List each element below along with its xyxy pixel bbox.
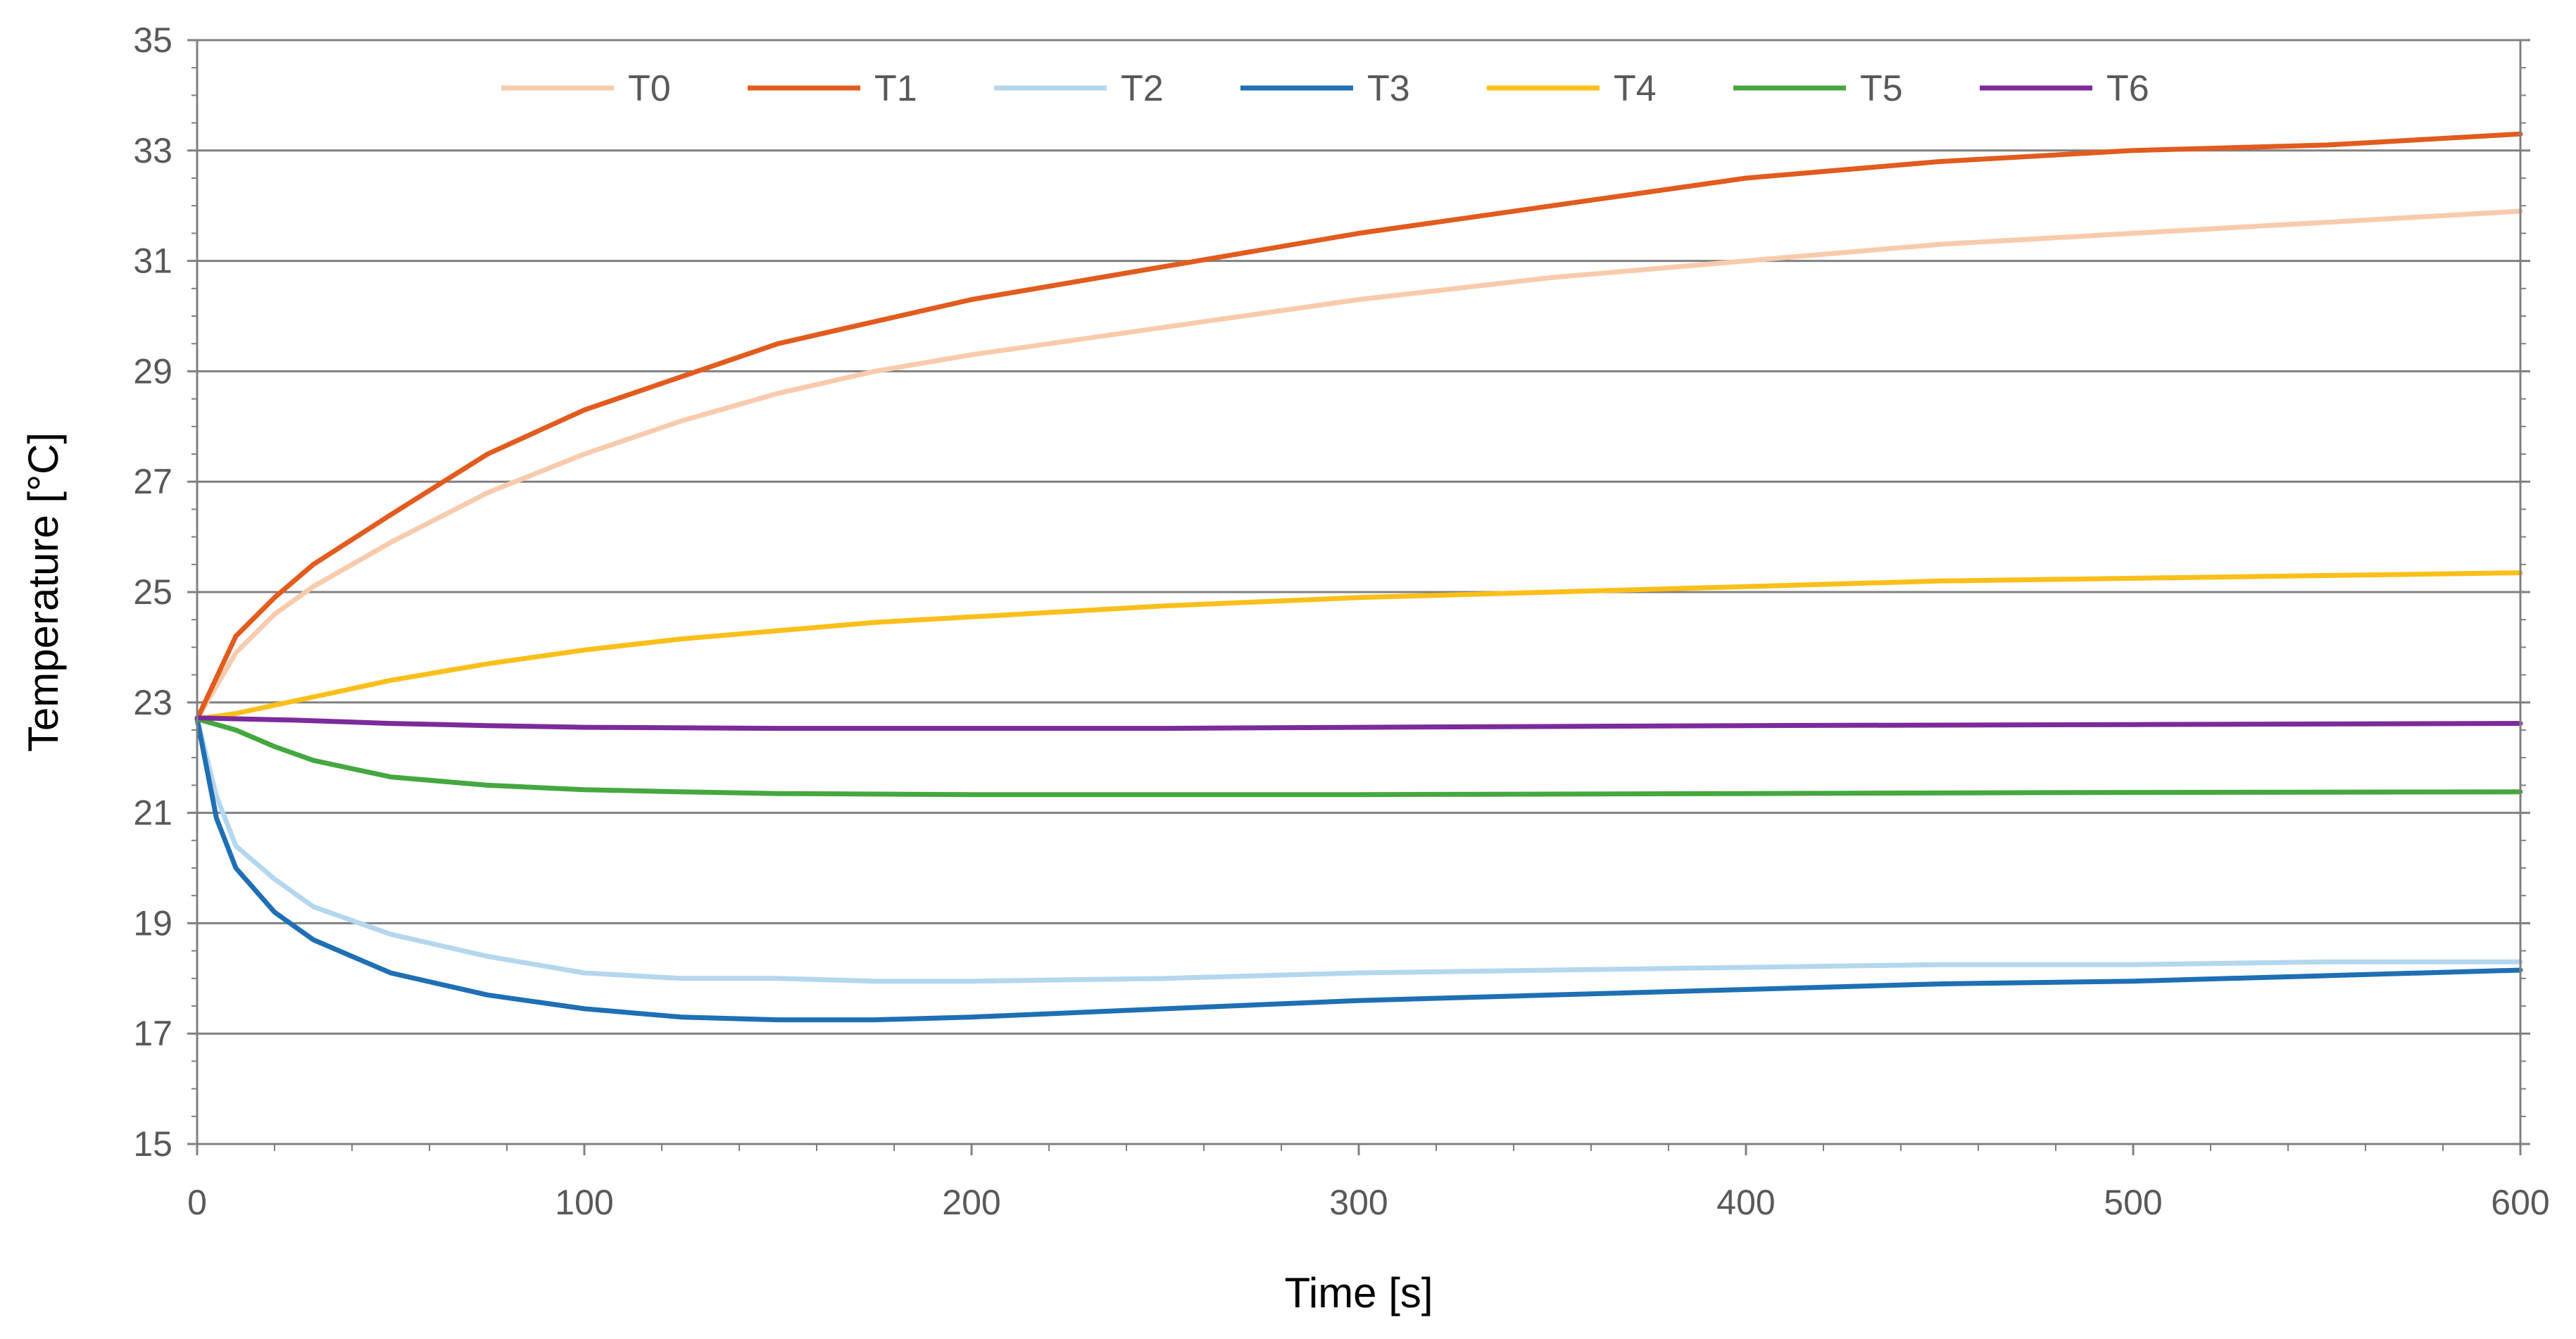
y-tick-label: 33 xyxy=(133,131,172,170)
y-tick-label: 15 xyxy=(133,1124,172,1164)
y-tick-label: 23 xyxy=(133,683,172,722)
series-line-T5 xyxy=(194,716,2523,798)
legend: T0 T1 T2 T3 T4 T5 T6 xyxy=(501,68,2149,109)
series-line-T3 xyxy=(194,716,2523,1023)
y-tick-label: 21 xyxy=(133,793,172,833)
y-tick-label: 17 xyxy=(133,1014,172,1053)
series-line-T2 xyxy=(194,716,2523,984)
axes xyxy=(187,39,2530,1155)
x-tick-label: 300 xyxy=(1329,1183,1388,1222)
legend-label-T5: T5 xyxy=(1860,68,1903,109)
legend-label-T0: T0 xyxy=(628,68,671,109)
series-lines xyxy=(194,131,2523,1023)
series-line-T1 xyxy=(194,131,2523,722)
x-axis-title: Time [s] xyxy=(1284,1269,1433,1316)
x-tick-label: 0 xyxy=(187,1183,207,1222)
x-tick-label: 600 xyxy=(2491,1183,2549,1222)
series-line-T0 xyxy=(194,208,2523,722)
gridlines xyxy=(197,39,2520,1035)
legend-label-T2: T2 xyxy=(1121,68,1164,109)
x-tick-labels: 0 100 200 300 400 500 600 xyxy=(187,1183,2550,1222)
series-line-T6 xyxy=(194,715,2523,731)
y-tick-label: 31 xyxy=(133,241,172,281)
y-tick-label: 19 xyxy=(133,903,172,943)
y-tick-label: 27 xyxy=(133,462,172,501)
legend-label-T6: T6 xyxy=(2106,68,2149,109)
x-tick-label: 400 xyxy=(1716,1183,1775,1222)
x-tick-label: 200 xyxy=(942,1183,1000,1222)
y-tick-label: 25 xyxy=(133,572,172,612)
y-tick-labels: 15 17 19 21 23 25 27 29 31 33 35 xyxy=(133,20,172,1164)
legend-label-T3: T3 xyxy=(1367,68,1410,109)
x-tick-label: 100 xyxy=(555,1183,613,1222)
x-tick-label: 500 xyxy=(2104,1183,2162,1222)
y-tick-label: 29 xyxy=(133,351,172,391)
legend-label-T4: T4 xyxy=(1614,68,1657,109)
legend-label-T1: T1 xyxy=(874,68,917,109)
series-line-T4 xyxy=(194,570,2523,722)
y-axis-title: Temperature [°C] xyxy=(20,432,67,752)
y-tick-label: 35 xyxy=(133,20,172,60)
